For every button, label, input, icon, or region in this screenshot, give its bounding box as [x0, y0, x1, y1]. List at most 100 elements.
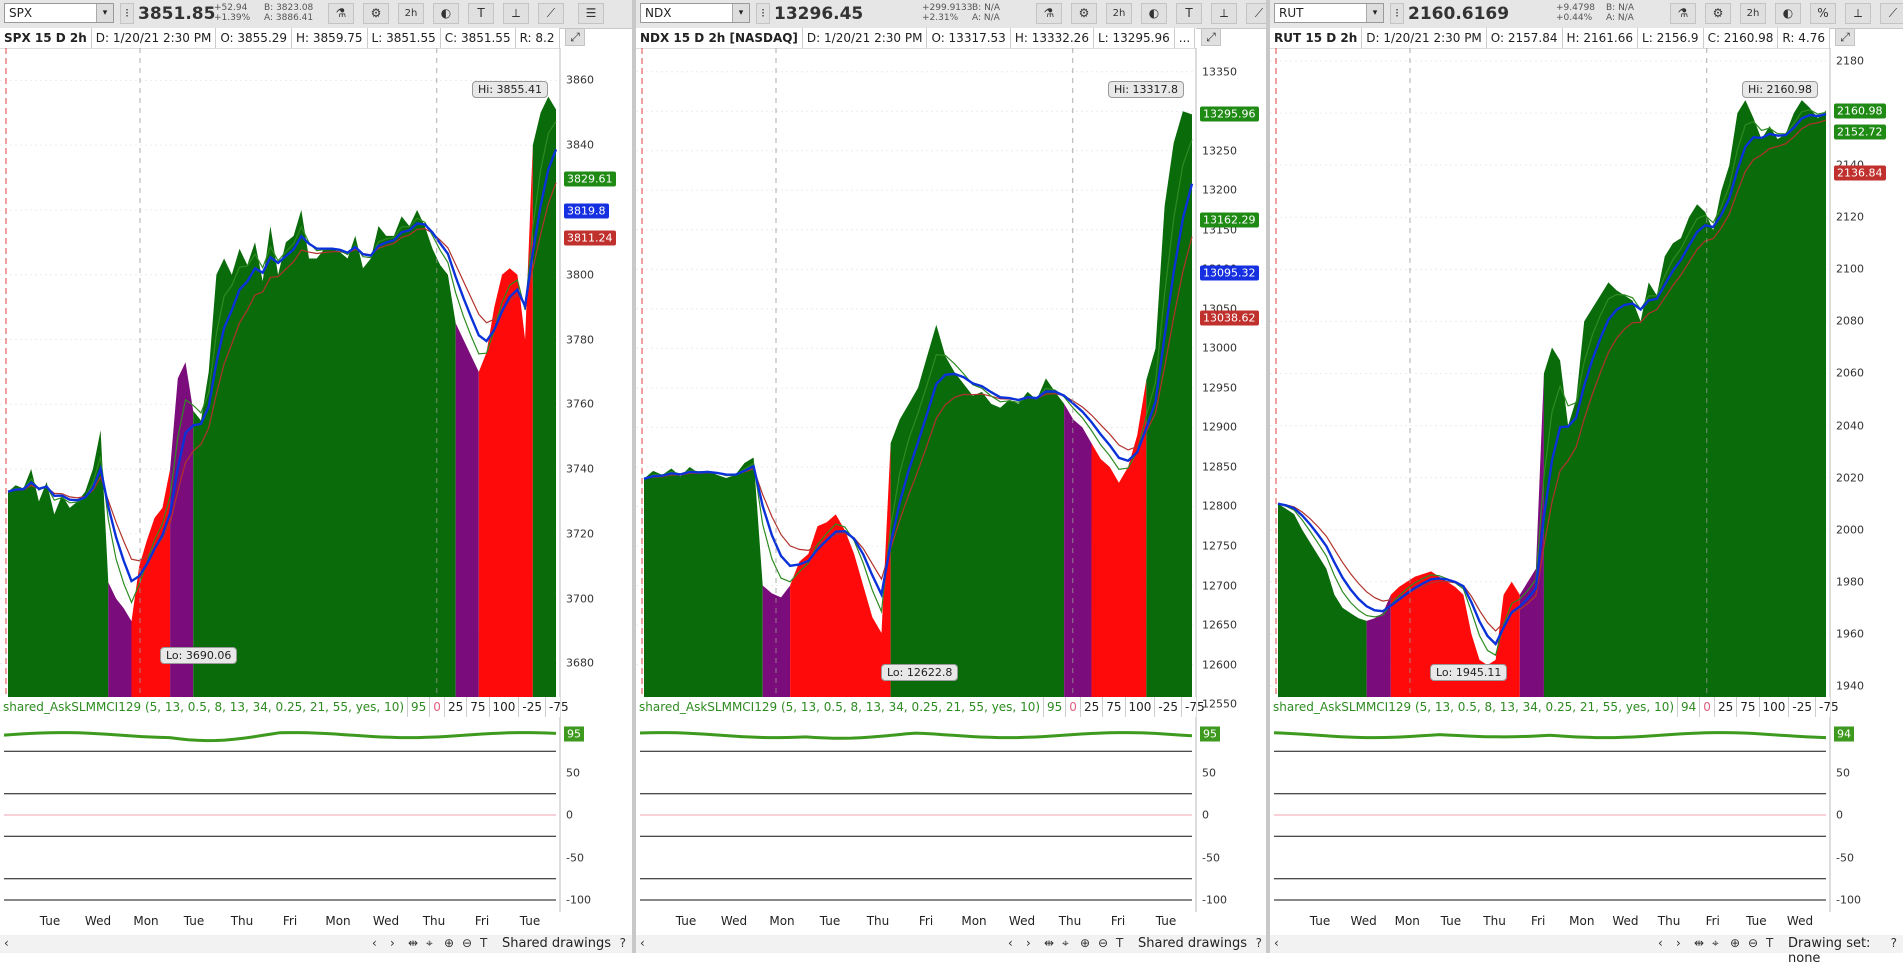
ema-slow-line [7, 182, 557, 562]
zoom-in-icon[interactable]: ⊕ [444, 936, 455, 950]
panel-divider[interactable] [1266, 0, 1270, 953]
price-tag: 2160.98 [1834, 103, 1886, 119]
crosshair-icon[interactable]: ⌖ [1712, 936, 1719, 950]
help-icon[interactable]: ? [1890, 936, 1897, 950]
gear-icon[interactable]: ⚙ [1705, 3, 1731, 24]
study-legend[interactable]: shared_AskSLMMCI129 (5, 13, 0.5, 8, 13, … [636, 697, 1205, 717]
collapse-icon[interactable]: ⤢ [1835, 28, 1855, 46]
study-level: 100 [1758, 697, 1789, 717]
drawing-icon[interactable]: ⟂ [1211, 3, 1237, 24]
study-pane[interactable] [636, 720, 1196, 910]
study-name[interactable]: shared_AskSLMMCI129 (5, 13, 0.5, 8, 13, … [3, 700, 405, 714]
time-axis-label: Tue [1309, 914, 1331, 928]
gear-icon[interactable]: ⚙ [363, 3, 389, 24]
symbol-selector[interactable]: NDX ▾ [640, 3, 750, 23]
chevron-down-icon[interactable]: ▾ [1366, 4, 1383, 22]
pan-icon[interactable]: ⇹ [1044, 936, 1055, 950]
chevron-down-icon[interactable]: ▾ [96, 4, 113, 22]
scroll-right-icon[interactable]: › [1026, 936, 1031, 950]
alert-icon[interactable]: ◐ [1775, 3, 1801, 24]
low-label: Lo: 12622.8 [881, 664, 959, 681]
drawing-set-label[interactable]: Drawing set: none [1788, 936, 1871, 966]
link-icon[interactable]: ⁝ [1390, 3, 1404, 24]
price-chart[interactable] [636, 0, 1268, 953]
flask-icon[interactable]: ⚗ [1670, 3, 1696, 24]
scroll-left-icon[interactable]: ‹ [1658, 936, 1663, 950]
drawing-set-label[interactable]: Shared drawings [1138, 936, 1247, 951]
ask-price: A: N/A [1606, 13, 1634, 23]
time-axis-label: Thu [1657, 914, 1681, 928]
symbol-input[interactable]: NDX [645, 6, 672, 20]
link-icon[interactable]: ⁝ [756, 3, 770, 24]
time-axis-label: Fri [474, 914, 490, 928]
study-name[interactable]: shared_AskSLMMCI129 (5, 13, 0.5, 8, 13, … [1273, 700, 1675, 714]
timeframe-button[interactable]: 2h [1740, 3, 1766, 24]
panel-divider[interactable] [632, 0, 636, 953]
scroll-left-icon[interactable]: ‹ [640, 936, 645, 950]
zoom-out-icon[interactable]: ⊖ [462, 936, 473, 950]
price-axis-tick: 3860 [566, 73, 594, 87]
text-tool-icon[interactable]: T [468, 3, 494, 24]
scroll-left-icon[interactable]: ‹ [4, 936, 9, 950]
link-icon[interactable]: ⁝ [120, 3, 134, 24]
drawing-icon[interactable]: ⟂ [1845, 3, 1871, 24]
crosshair-icon[interactable]: ⌖ [426, 936, 433, 950]
zoom-in-icon[interactable]: ⊕ [1080, 936, 1091, 950]
drawing-text-icon[interactable]: T [480, 936, 488, 950]
symbol-input[interactable]: RUT [1279, 6, 1304, 20]
price-chart[interactable] [1270, 0, 1903, 953]
study-pane[interactable] [0, 720, 560, 910]
timeframe-button[interactable]: 2h [398, 3, 424, 24]
text-tool-icon[interactable]: T [1176, 3, 1202, 24]
drawing-text-icon[interactable]: T [1116, 936, 1124, 950]
crosshair-icon[interactable]: ⌖ [1062, 936, 1069, 950]
scroll-right-icon[interactable]: › [1676, 936, 1681, 950]
flask-icon[interactable]: ⚗ [1036, 3, 1062, 24]
price-axis[interactable]: 2180216021402120210020802060204020202000… [1830, 48, 1900, 712]
gear-icon[interactable]: ⚙ [1071, 3, 1097, 24]
collapse-icon[interactable]: ⤢ [565, 28, 585, 46]
time-axis[interactable]: Tue Wed Mon Tue Thu Fri Mon Wed Thu Fri Tue [636, 914, 1196, 932]
help-icon[interactable]: ? [619, 936, 626, 950]
chart-style-icon[interactable]: ⟋ [1880, 3, 1903, 24]
time-axis[interactable]: Tue Wed Mon Tue Thu Fri Mon Wed Thu Fri Tue [0, 914, 560, 932]
price-axis[interactable]: 1335013300132501320013150131001305013000… [1196, 48, 1266, 712]
study-legend[interactable]: shared_AskSLMMCI129 (5, 13, 0.5, 8, 13, … [0, 697, 569, 717]
symbol-selector[interactable]: SPX ▾ [4, 3, 114, 23]
price-axis-tick: 2080 [1836, 314, 1864, 328]
flask-icon[interactable]: ⚗ [328, 3, 354, 24]
help-icon[interactable]: ? [1255, 936, 1262, 950]
study-level: -75 [1181, 697, 1208, 717]
chart-style-icon[interactable]: ⟋ [538, 3, 564, 24]
zoom-in-icon[interactable]: ⊕ [1730, 936, 1741, 950]
timeframe-button[interactable]: 2h [1106, 3, 1132, 24]
collapse-icon[interactable]: ⤢ [1201, 28, 1221, 46]
study-legend[interactable]: shared_AskSLMMCI129 (5, 13, 0.5, 8, 13, … [1270, 697, 1839, 717]
drawing-text-icon[interactable]: T [1766, 936, 1774, 950]
zoom-out-icon[interactable]: ⊖ [1098, 936, 1109, 950]
symbol-input[interactable]: SPX [9, 6, 33, 20]
scroll-left-icon[interactable]: ‹ [372, 936, 377, 950]
time-axis-label: Tue [675, 914, 697, 928]
alert-icon[interactable]: ◐ [433, 3, 459, 24]
pan-icon[interactable]: ⇹ [408, 936, 419, 950]
pan-icon[interactable]: ⇹ [1694, 936, 1705, 950]
chevron-down-icon[interactable]: ▾ [732, 4, 749, 22]
scroll-left-icon[interactable]: ‹ [1274, 936, 1279, 950]
alert-icon[interactable]: ◐ [1141, 3, 1167, 24]
area-segment-up [1543, 100, 1826, 713]
percent-icon[interactable]: % [1810, 3, 1836, 24]
scroll-left-icon[interactable]: ‹ [1008, 936, 1013, 950]
time-axis[interactable]: Tue Wed Mon Tue Thu Fri Mon Wed Thu Fri Tue Wed [1270, 914, 1830, 932]
scroll-right-icon[interactable]: › [390, 936, 395, 950]
price-axis[interactable]: 3860384038203800378037603740372037003680… [560, 48, 630, 712]
zoom-out-icon[interactable]: ⊖ [1748, 936, 1759, 950]
ask-price: A: 3886.41 [264, 13, 314, 23]
study-name[interactable]: shared_AskSLMMCI129 (5, 13, 0.5, 8, 13, … [639, 700, 1041, 714]
drawing-icon[interactable]: ⟂ [503, 3, 529, 24]
drawing-set-label[interactable]: Shared drawings [502, 936, 611, 951]
study-pane[interactable] [1270, 720, 1830, 910]
header-close: C: 2160.98 [1704, 28, 1779, 48]
symbol-selector[interactable]: RUT ▾ [1274, 3, 1384, 23]
menu-icon[interactable]: ☰ [578, 3, 604, 24]
